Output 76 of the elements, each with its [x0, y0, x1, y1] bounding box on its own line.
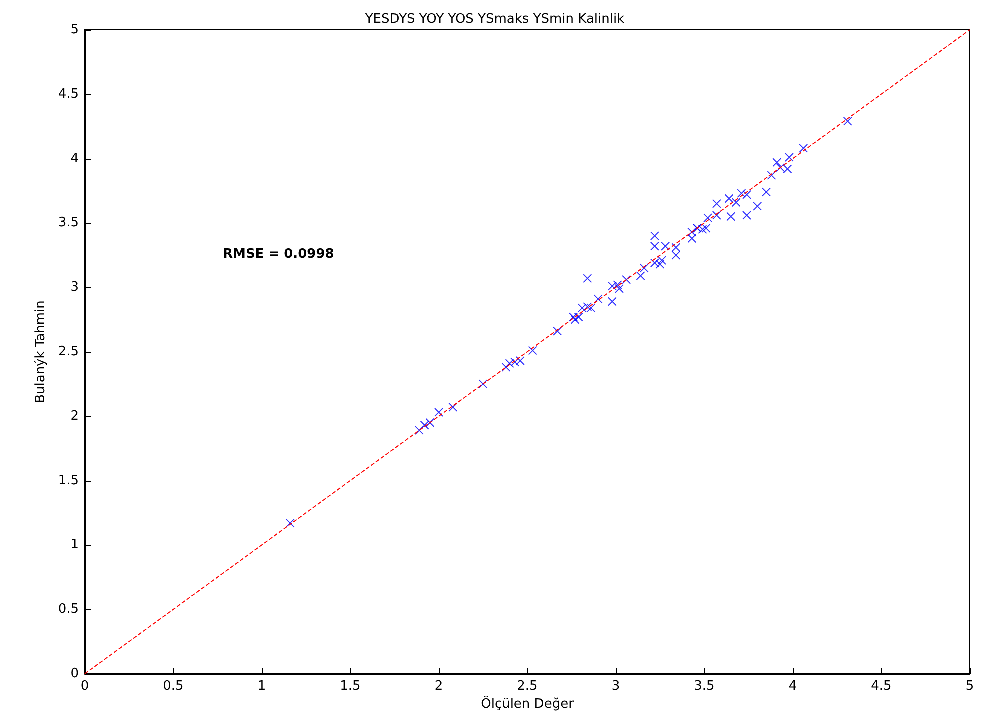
- point: [843, 116, 852, 126]
- point: [420, 420, 430, 430]
- y-tick-label: 4.5: [58, 86, 79, 102]
- point: [742, 210, 752, 220]
- point: [516, 356, 525, 366]
- point: [569, 312, 578, 322]
- point: [448, 402, 458, 412]
- point: [286, 518, 295, 528]
- point: [772, 158, 782, 168]
- annotation: RMSE = 0.0998: [223, 247, 334, 262]
- y-tick-label: 2.5: [58, 344, 79, 360]
- point: [510, 358, 520, 367]
- y-tick-label: 4: [70, 151, 79, 166]
- point: [583, 302, 592, 312]
- x-tick-label: 4: [788, 679, 798, 694]
- point: [608, 297, 617, 306]
- chart-title: YESDYS YOY YOS YSmaks YSmin Kalinlik: [364, 12, 626, 27]
- y-tick-label: 3.5: [58, 216, 79, 231]
- point: [578, 304, 587, 313]
- point: [661, 242, 670, 251]
- point: [650, 258, 660, 268]
- point: [753, 202, 762, 211]
- point: [737, 189, 746, 198]
- x-tick-label: 1.5: [340, 679, 361, 694]
- x-tick-label: 3.5: [694, 679, 715, 694]
- point: [656, 260, 665, 269]
- point: [426, 418, 435, 428]
- x-tick-label: 2: [434, 679, 444, 694]
- point: [799, 144, 808, 153]
- point: [594, 294, 603, 304]
- x-axis-title: Ölçülen Değer: [481, 696, 575, 712]
- point: [434, 408, 444, 418]
- point: [608, 282, 617, 291]
- point: [698, 225, 708, 234]
- point: [640, 264, 649, 273]
- point: [712, 199, 722, 208]
- x-tick-label: 1: [258, 679, 266, 694]
- y-tick-label: 0.5: [58, 602, 79, 618]
- point: [583, 274, 592, 284]
- y-tick-label: 3: [70, 280, 79, 296]
- point: [613, 280, 622, 290]
- point: [658, 256, 667, 266]
- x-tick-label: 4.5: [871, 679, 892, 694]
- y-tick-label: 2: [70, 408, 79, 424]
- x-tick-label: 0: [80, 679, 90, 694]
- point: [570, 315, 580, 324]
- point: [478, 380, 488, 389]
- y-tick-label: 1.5: [58, 473, 79, 488]
- x-tick-label: 3: [612, 679, 620, 694]
- point: [742, 190, 752, 200]
- y-axis-title: Bulanýk Tahmin: [33, 300, 48, 404]
- point: [783, 164, 792, 174]
- point: [724, 194, 734, 204]
- point: [528, 346, 538, 356]
- point: [762, 188, 771, 197]
- point: [574, 312, 584, 322]
- point: [784, 153, 794, 162]
- point: [712, 210, 722, 220]
- point: [776, 163, 786, 172]
- point: [502, 362, 511, 372]
- y-tick-label: 5: [70, 22, 79, 38]
- point: [615, 284, 624, 294]
- point: [732, 198, 741, 208]
- point: [622, 275, 632, 284]
- point: [505, 359, 514, 368]
- point: [553, 326, 562, 336]
- x-tick-label: 2.5: [517, 679, 538, 694]
- point: [726, 212, 736, 222]
- point: [586, 304, 596, 313]
- x-tick-label: 5: [966, 679, 974, 694]
- y-tick-label: 1: [70, 538, 79, 553]
- point: [767, 171, 776, 180]
- y-tick-label: 0: [70, 666, 79, 682]
- x-tick-label: 0.5: [163, 679, 184, 694]
- point: [415, 426, 424, 436]
- point: [636, 272, 646, 281]
